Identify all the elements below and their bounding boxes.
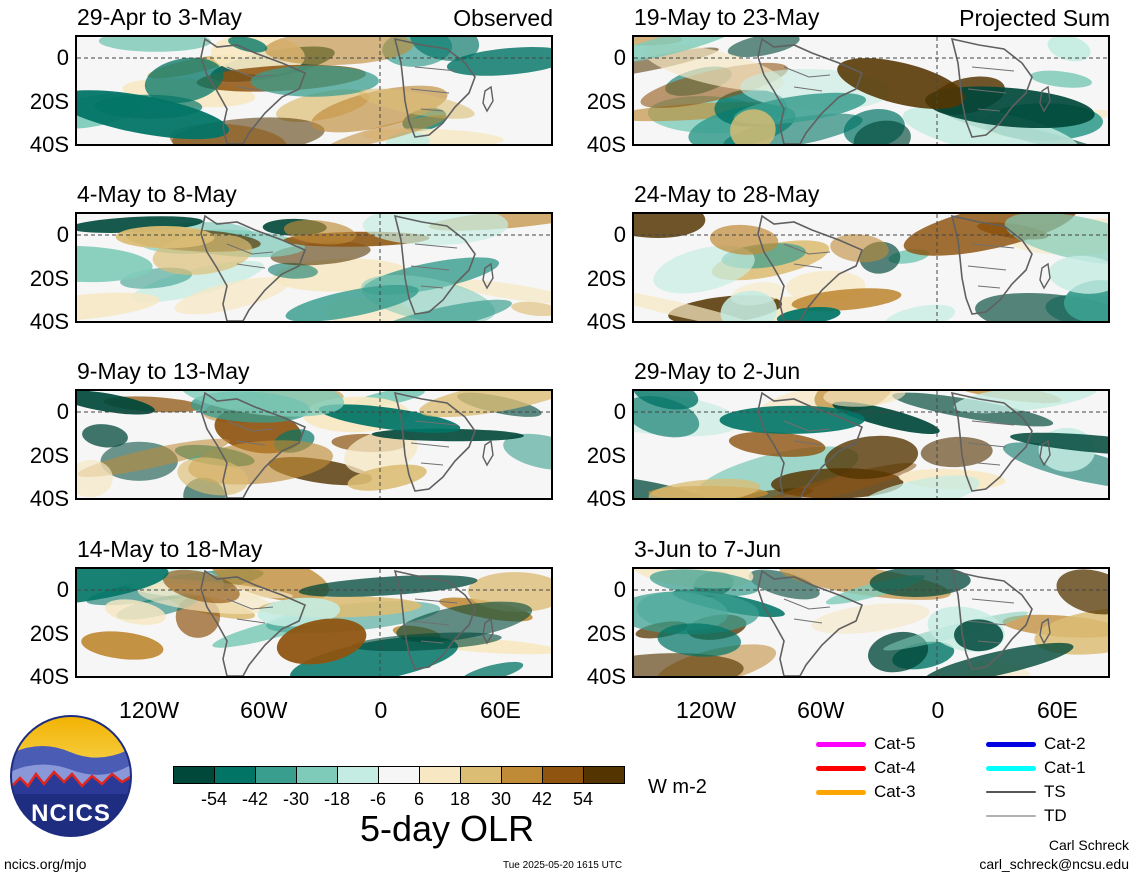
olr-anomaly-map — [75, 35, 553, 146]
site-link[interactable]: ncics.org/mjo — [4, 856, 87, 872]
panel-title: 14-May to 18-May — [77, 536, 263, 562]
colorbar-swatch — [460, 766, 502, 784]
y-axis-label: 20S — [29, 621, 69, 646]
y-axis-label: 20S — [586, 266, 626, 291]
legend-swatch — [816, 742, 866, 747]
legend-label: Cat-3 — [874, 782, 916, 801]
panel-title: 9-May to 13-May — [77, 358, 250, 384]
x-axis-label: 0 — [374, 697, 388, 723]
timestamp: Tue 2025-05-20 1615 UTC — [503, 860, 623, 871]
olr-anomaly-map — [632, 212, 1110, 323]
legend-swatch — [986, 791, 1036, 793]
colorbar-swatch — [501, 766, 543, 784]
colorbar-swatch — [255, 766, 297, 784]
y-axis-label: 0 — [56, 577, 69, 602]
y-axis-label: 0 — [56, 222, 69, 247]
colorbar-swatch — [583, 766, 625, 784]
legend-label: Cat-2 — [1044, 734, 1086, 753]
colorbar-tick-label: -54 — [200, 789, 228, 809]
panel-title: 29-May to 2-Jun — [634, 358, 801, 384]
author-name: Carl Schreck — [1048, 837, 1129, 853]
y-axis-label: 40S — [586, 309, 626, 334]
colorbar-tick-label: 6 — [413, 789, 425, 809]
y-axis-label: 40S — [29, 486, 69, 511]
panel-title: 24-May to 28-May — [634, 181, 820, 207]
colorbar-tick-label: 30 — [490, 789, 512, 809]
y-axis-label: 0 — [613, 577, 626, 602]
y-axis-label: 20S — [29, 443, 69, 468]
colorbar-units: W m-2 — [648, 776, 707, 798]
y-axis-label: 0 — [613, 399, 626, 424]
colorbar-swatch — [542, 766, 584, 784]
x-axis-label: 60W — [797, 697, 845, 723]
y-axis-label: 20S — [29, 266, 69, 291]
colorbar-swatch — [419, 766, 461, 784]
panel-label: Projected Sum — [959, 5, 1110, 31]
colorbar-tick-label: -18 — [323, 789, 351, 809]
colorbar-swatch — [337, 766, 379, 784]
olr-anomaly-map — [75, 567, 553, 678]
olr-anomaly-map — [632, 35, 1110, 146]
legend-swatch — [986, 815, 1036, 817]
y-axis-label: 20S — [29, 89, 69, 114]
y-axis-label: 40S — [586, 664, 626, 689]
y-axis-label: 40S — [29, 309, 69, 334]
colorbar-tick-label: -30 — [282, 789, 310, 809]
legend-swatch — [816, 766, 866, 771]
panel-title: 3-Jun to 7-Jun — [634, 536, 782, 562]
olr-anomaly-map — [632, 567, 1110, 678]
x-axis-label: 120W — [676, 697, 737, 723]
y-axis-label: 40S — [29, 664, 69, 689]
legend-label: TD — [1044, 806, 1067, 825]
y-axis-label: 20S — [586, 621, 626, 646]
author-email[interactable]: carl_schreck@ncsu.edu — [979, 856, 1129, 872]
y-axis-label: 0 — [56, 45, 69, 70]
x-axis-label: 60E — [479, 697, 521, 723]
y-axis-label: 0 — [613, 222, 626, 247]
y-axis-label: 40S — [586, 486, 626, 511]
legend-label: Cat-1 — [1044, 758, 1086, 777]
legend-swatch — [986, 766, 1036, 771]
legend-swatch — [816, 790, 866, 795]
colorbar-tick-label: 18 — [449, 789, 471, 809]
panel-title: 19-May to 23-May — [634, 4, 820, 30]
ncics-logo: NCICS — [10, 714, 132, 838]
legend-label: Cat-5 — [874, 734, 916, 753]
colorbar-tick-label: -6 — [369, 789, 387, 809]
panel-title: 4-May to 8-May — [77, 181, 237, 207]
olr-anomaly-map — [632, 389, 1110, 500]
colorbar-tick-label: -42 — [241, 789, 269, 809]
y-axis-label: 0 — [613, 45, 626, 70]
colorbar-tick-label: 54 — [572, 789, 594, 809]
y-axis-label: 20S — [586, 89, 626, 114]
colorbar-tick-label: 42 — [531, 789, 553, 809]
x-axis-label: 0 — [931, 697, 945, 723]
colorbar-swatch — [296, 766, 338, 784]
y-axis-label: 0 — [56, 399, 69, 424]
colorbar-swatch — [378, 766, 420, 784]
ncics-logo-text: NCICS — [31, 800, 111, 827]
x-axis-label: 120W — [119, 697, 180, 723]
y-axis-label: 40S — [29, 132, 69, 157]
legend-label: TS — [1044, 782, 1066, 801]
olr-anomaly-map — [75, 212, 553, 323]
colorbar-swatch — [173, 766, 215, 784]
panel-label: Observed — [453, 5, 553, 31]
colorbar-title: 5-day OLR — [360, 808, 535, 849]
olr-anomaly-map — [75, 389, 553, 500]
colorbar-swatch — [214, 766, 256, 784]
legend-swatch — [986, 742, 1036, 747]
x-axis-label: 60E — [1036, 697, 1078, 723]
y-axis-label: 20S — [586, 443, 626, 468]
x-axis-label: 60W — [240, 697, 288, 723]
legend-label: Cat-4 — [874, 758, 916, 777]
panel-title: 29-Apr to 3-May — [77, 4, 242, 30]
y-axis-label: 40S — [586, 132, 626, 157]
